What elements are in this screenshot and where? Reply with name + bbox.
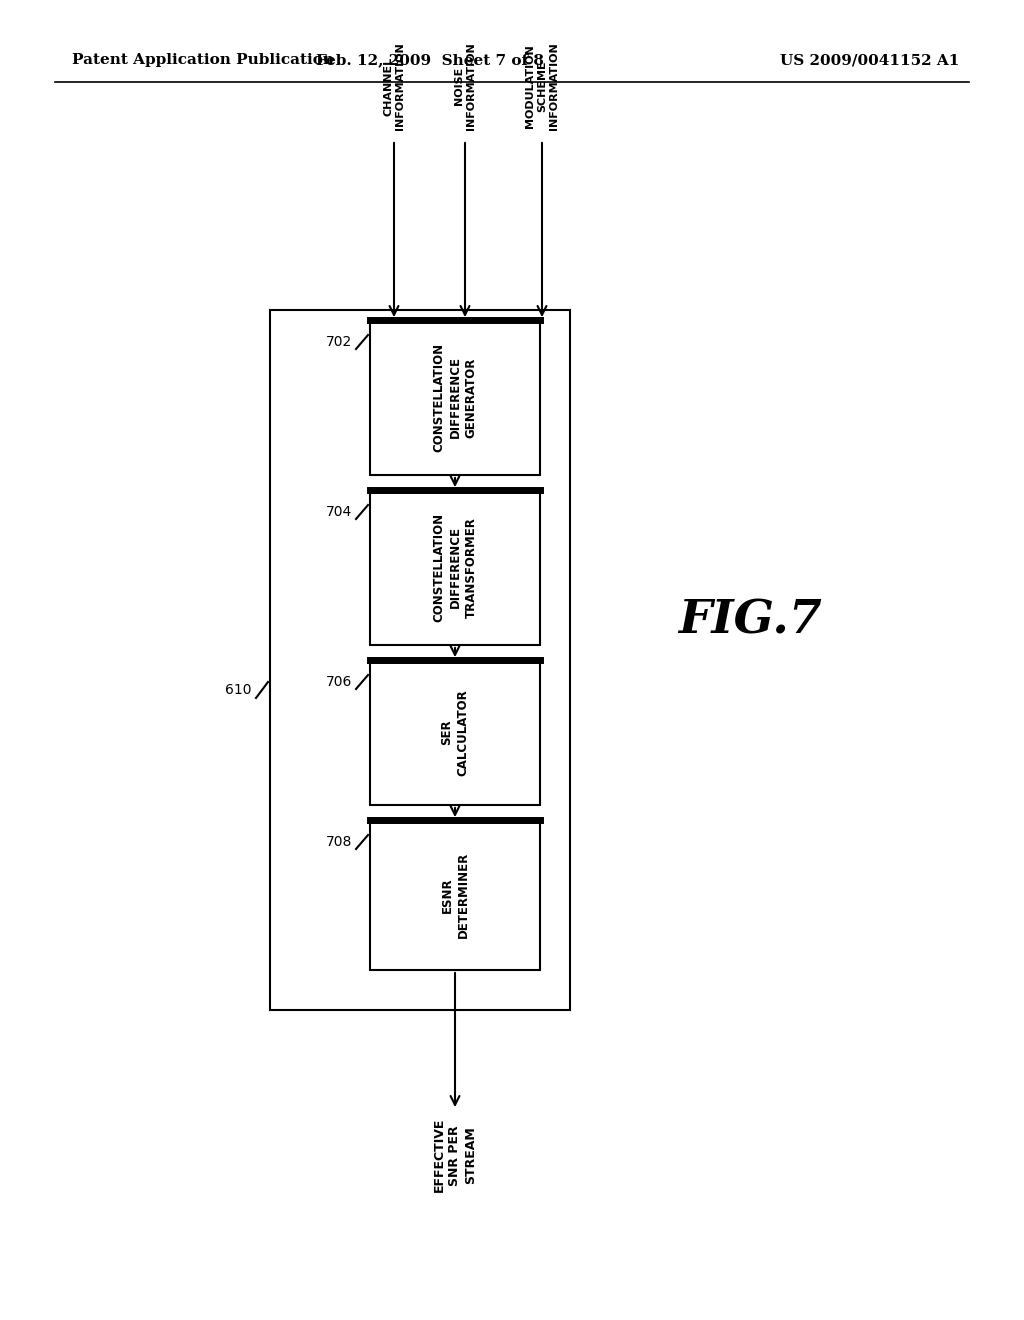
Bar [370,319,540,475]
Text: FIG.7: FIG.7 [678,597,822,643]
Text: Feb. 12, 2009  Sheet 7 of 8: Feb. 12, 2009 Sheet 7 of 8 [316,53,544,67]
Text: Patent Application Publication: Patent Application Publication [72,53,334,67]
Text: CONSTELLATION
DIFFERENCE
TRANSFORMER: CONSTELLATION DIFFERENCE TRANSFORMER [432,513,477,622]
Text: NOISE
INFORMATION: NOISE INFORMATION [455,42,476,129]
Text: EFFECTIVE
SNR PER
STREAM: EFFECTIVE SNR PER STREAM [432,1118,477,1192]
Text: 610: 610 [225,682,252,697]
Text: 708: 708 [326,836,352,849]
Text: 706: 706 [326,675,352,689]
Text: 704: 704 [326,506,352,519]
Text: 702: 702 [326,335,352,348]
Bar [270,310,570,1010]
Text: MODULATION
SCHEME
INFORMATION: MODULATION SCHEME INFORMATION [525,42,559,129]
Text: SER
CALCULATOR: SER CALCULATOR [440,689,469,776]
Text: US 2009/0041152 A1: US 2009/0041152 A1 [780,53,959,67]
Text: CHANNEL
INFORMATION: CHANNEL INFORMATION [383,42,404,129]
Text: CONSTELLATION
DIFFERENCE
GENERATOR: CONSTELLATION DIFFERENCE GENERATOR [432,343,477,451]
Text: ESNR
DETERMINER: ESNR DETERMINER [440,851,469,939]
Bar [370,660,540,805]
Bar [370,820,540,970]
Bar [370,490,540,645]
